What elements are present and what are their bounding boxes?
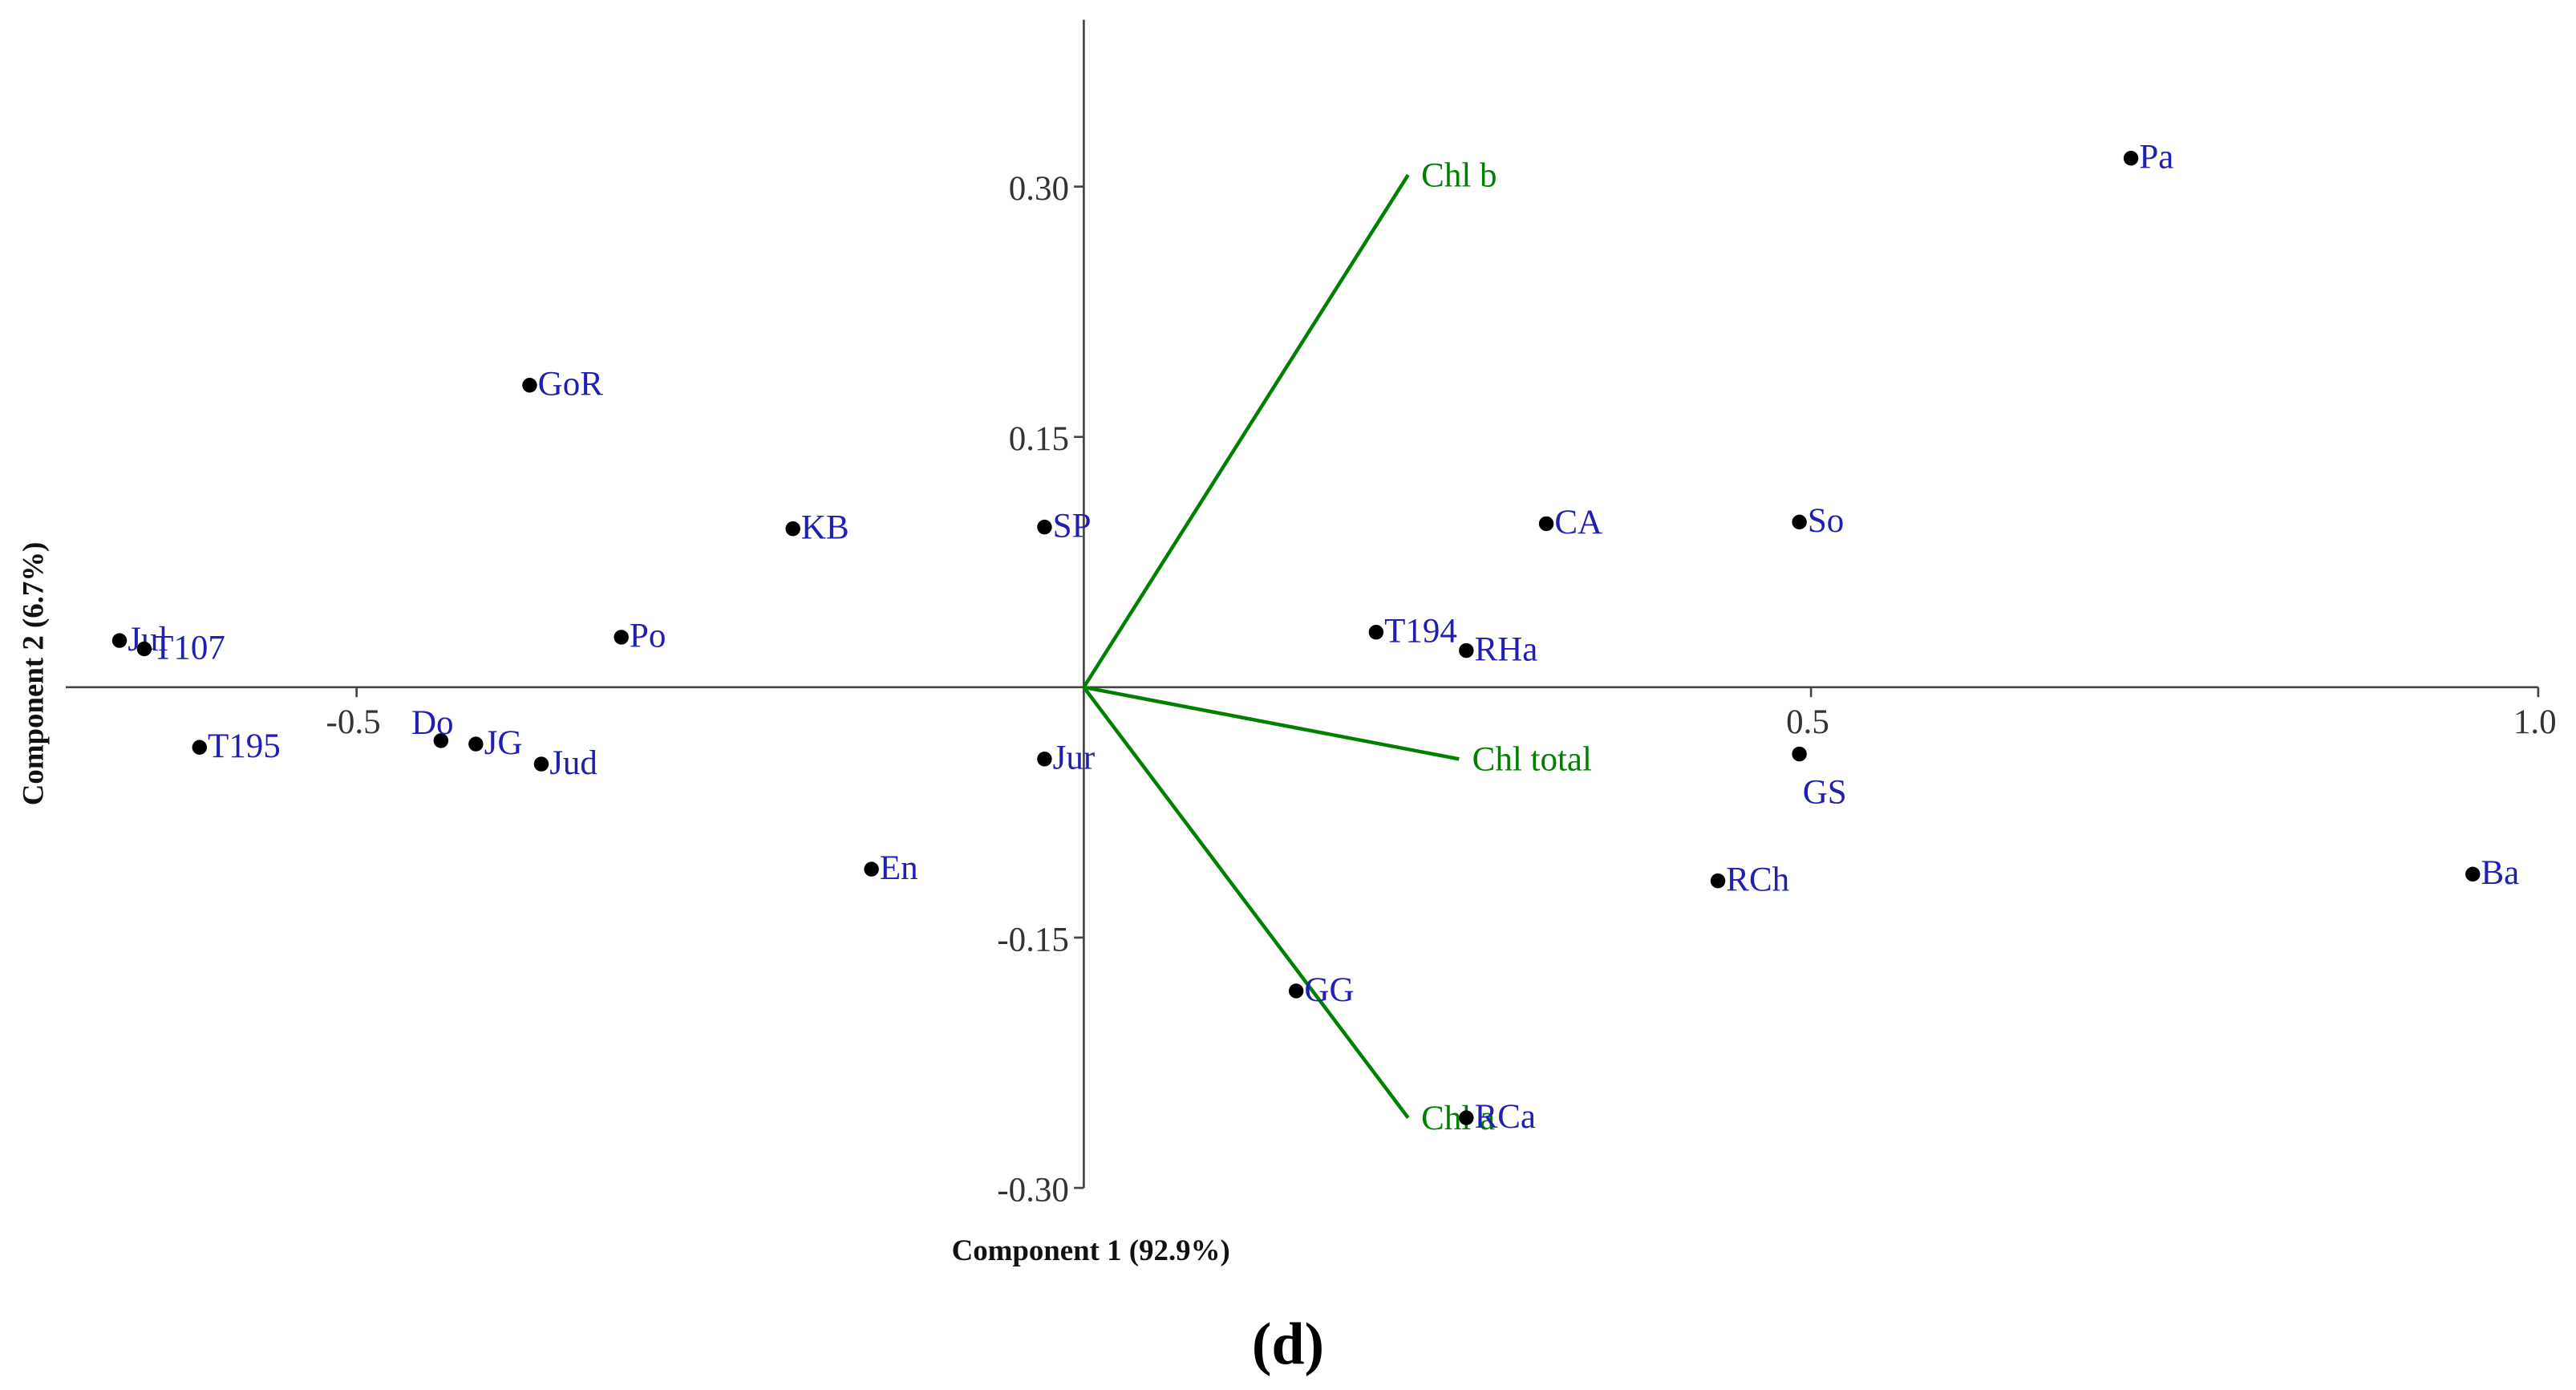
point-label: RHa (1475, 630, 1538, 668)
point-label: Ba (2481, 854, 2520, 892)
loading-vector (1083, 685, 1460, 761)
point (1368, 624, 1384, 640)
point-label: T195 (208, 727, 281, 765)
point (614, 630, 629, 645)
point-label: GG (1304, 971, 1354, 1009)
point-label: Jur (1053, 740, 1096, 777)
point (2123, 151, 2139, 166)
loading-label: Chl total (1472, 741, 1592, 779)
point (533, 756, 549, 772)
point (1037, 752, 1052, 767)
point-label: So (1808, 502, 1844, 540)
y-tick-label: 0.15 (1009, 420, 1069, 458)
y-tick-label: 0.30 (1009, 170, 1069, 208)
x-tick-label: 0.5 (1786, 703, 1829, 741)
point-label: GoR (538, 366, 604, 403)
loading-label: Chl a (1421, 1100, 1495, 1137)
point-label: T107 (152, 629, 225, 667)
loading-label: Chl b (1421, 156, 1497, 194)
x-axis-title: Component 1 (92.9%) (952, 1234, 1230, 1267)
y-tick-label: -0.15 (997, 921, 1069, 958)
point-label: T194 (1384, 612, 1457, 650)
point-label: KB (801, 509, 849, 546)
loading-vector (1082, 686, 1410, 1120)
point (1037, 519, 1052, 535)
point (111, 633, 128, 648)
point (2465, 866, 2481, 882)
x-tick-label: -0.5 (326, 703, 381, 741)
point-label: RCh (1726, 861, 1789, 898)
point-label: CA (1554, 504, 1602, 541)
point-label: En (880, 849, 918, 887)
point-label: SP (1053, 507, 1092, 545)
caption: (d) (1252, 1311, 1324, 1376)
point (785, 521, 800, 537)
point-label: GS (1803, 774, 1847, 812)
point-label: JG (484, 724, 523, 762)
y-tick-label: -0.30 (997, 1171, 1069, 1209)
point (433, 733, 449, 748)
point-label: Po (630, 618, 666, 655)
point-label: Do (411, 704, 454, 742)
point (1792, 746, 1807, 762)
point (522, 378, 537, 393)
point (136, 641, 152, 657)
point (1459, 1110, 1474, 1125)
point-label: RCa (1475, 1098, 1536, 1136)
point (468, 736, 484, 752)
y-axis-title: Component 2 (6.7%) (16, 542, 50, 806)
point (1710, 873, 1726, 889)
point (1288, 983, 1304, 999)
point-label: Pa (2139, 139, 2173, 176)
point (192, 740, 208, 755)
point-label: Jud (549, 744, 597, 782)
point (1538, 516, 1554, 532)
point (1459, 642, 1474, 659)
x-tick-label: 1.0 (2513, 703, 2557, 741)
loading-vector (1082, 173, 1410, 689)
point (864, 861, 879, 877)
point (1792, 514, 1807, 530)
